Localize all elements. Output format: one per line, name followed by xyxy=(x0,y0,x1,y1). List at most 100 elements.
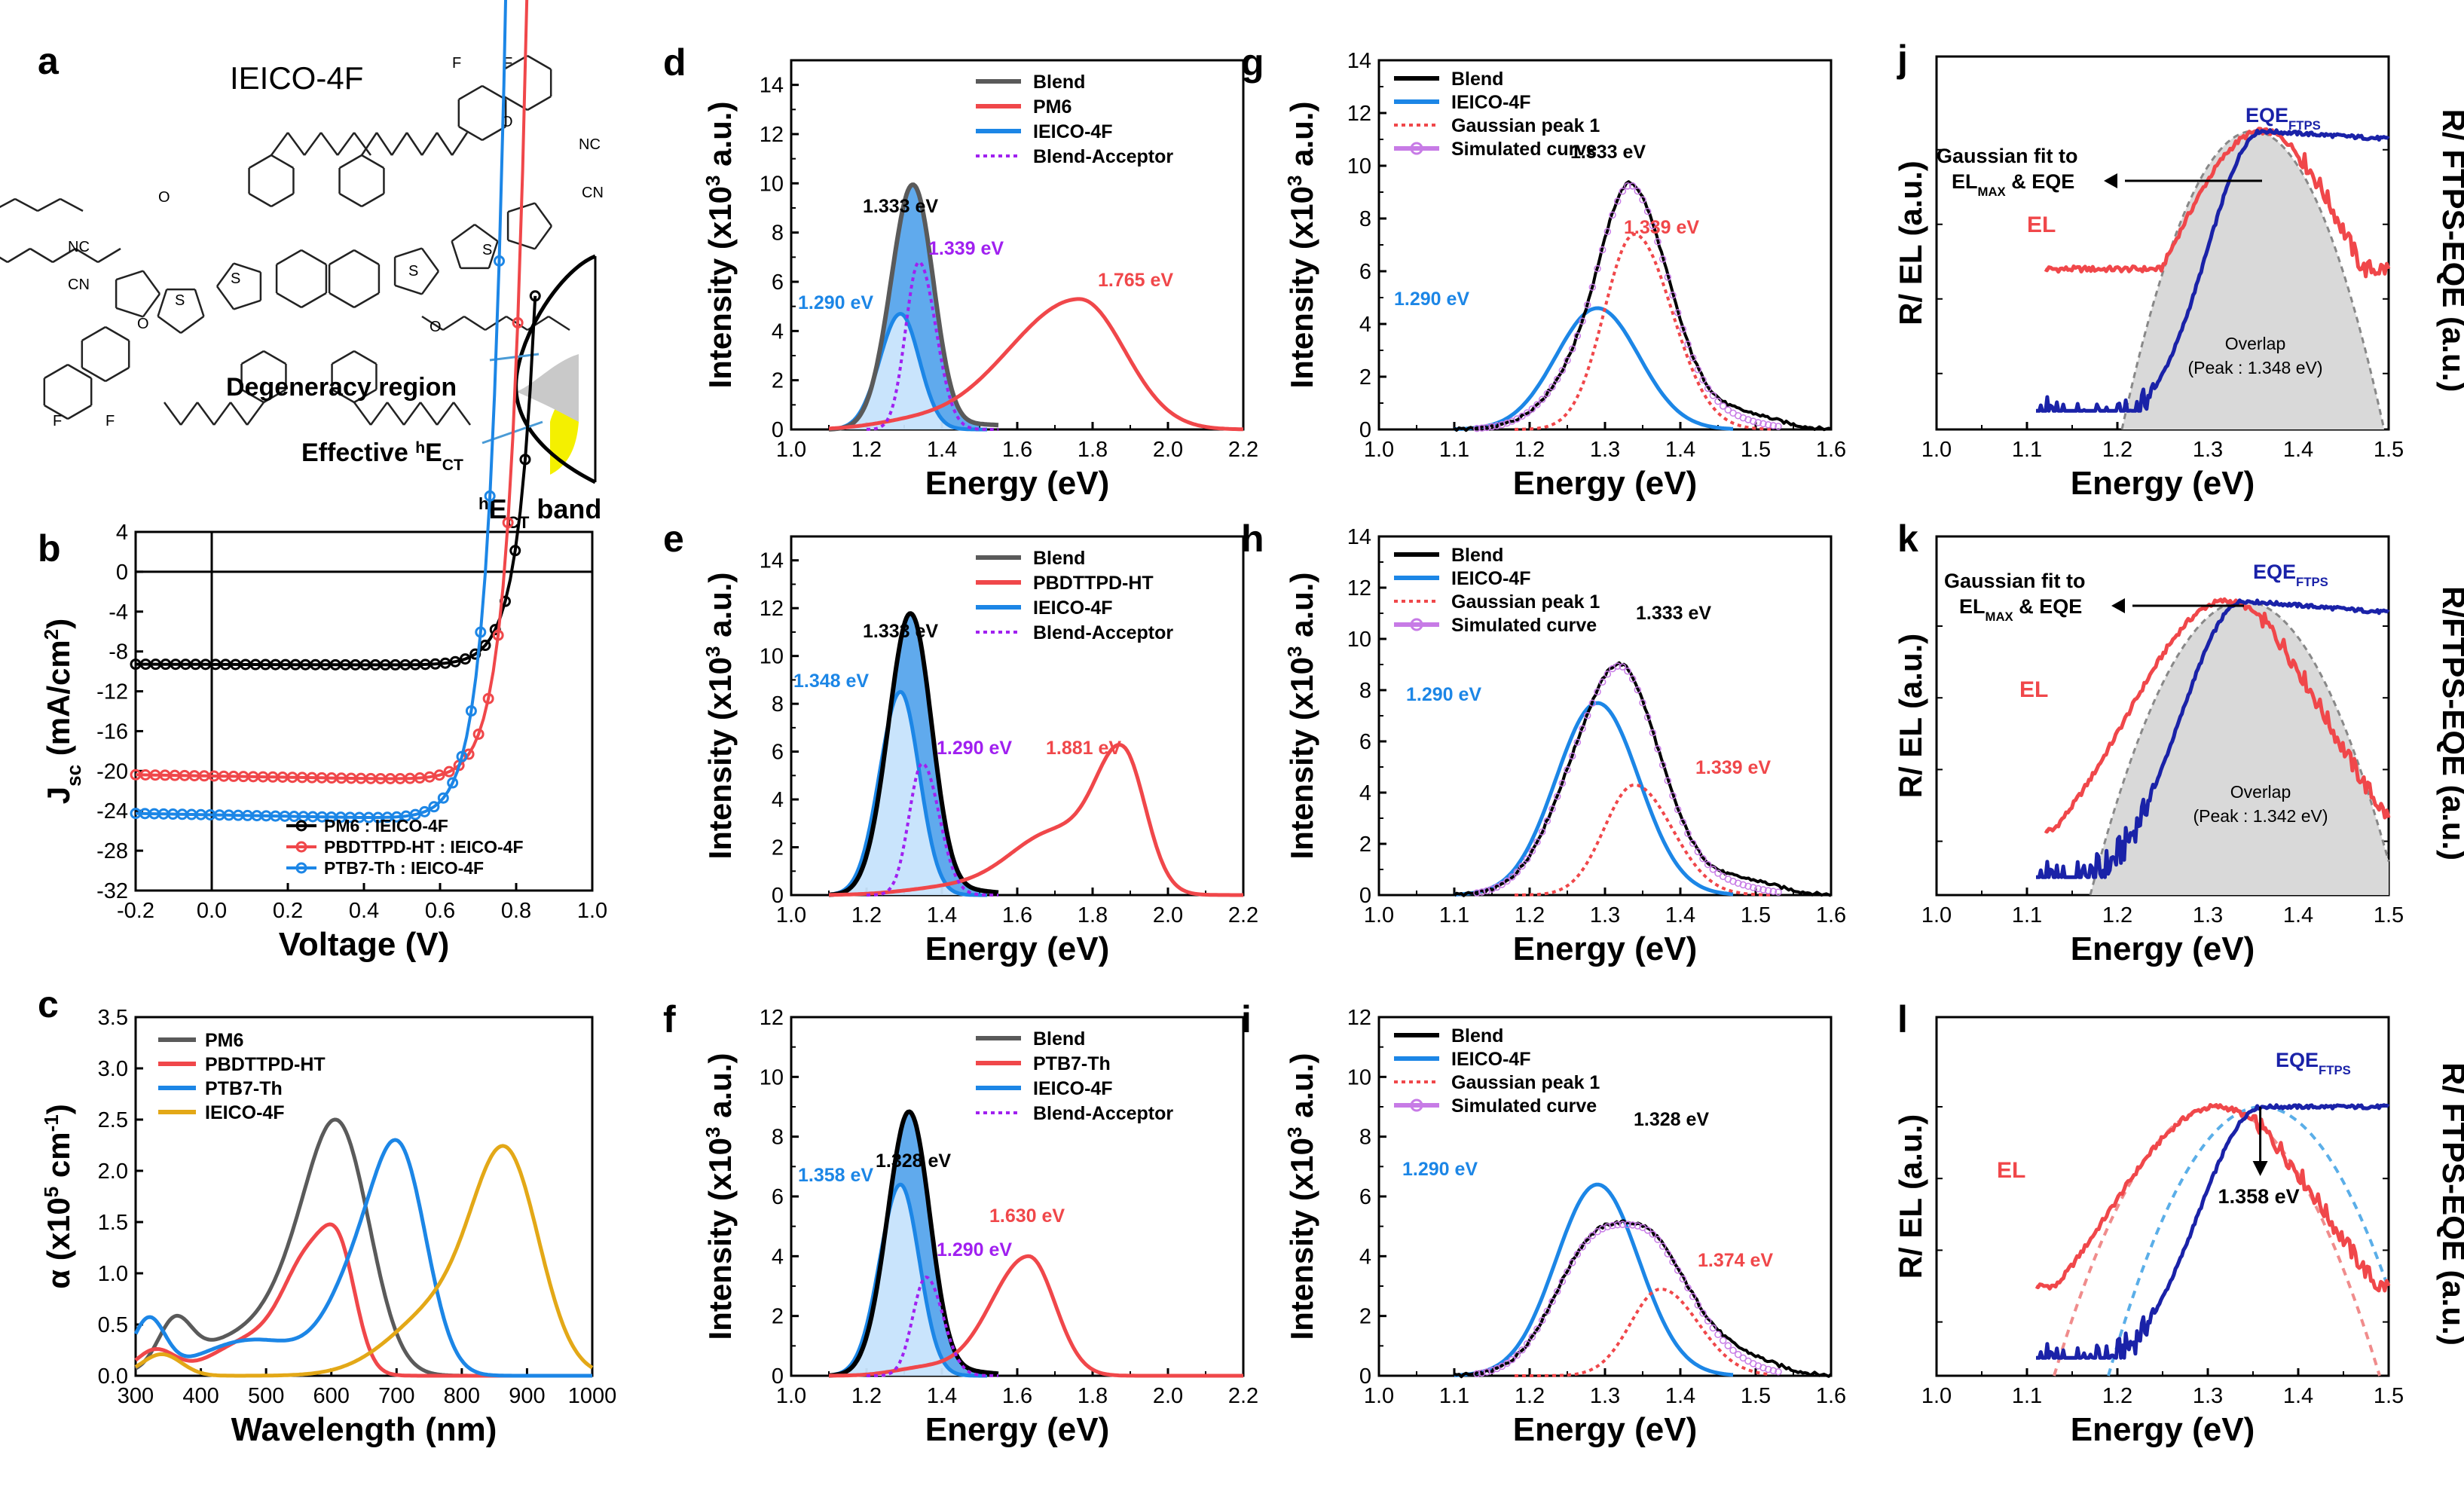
molecule-name: IEICO-4F xyxy=(230,60,363,96)
molecule-bond xyxy=(286,132,306,156)
simulated-marker xyxy=(1759,886,1767,894)
x-tick-label: 900 xyxy=(509,1384,545,1408)
simulated-marker xyxy=(1674,1267,1682,1274)
y-tick-label: 6 xyxy=(772,1185,784,1209)
x-tick-label: 2.0 xyxy=(1153,438,1183,462)
y-tick-label: 0 xyxy=(1359,884,1371,908)
x-tick-label: 0.0 xyxy=(197,899,227,923)
x-tick-label: 1.4 xyxy=(1665,1384,1695,1408)
molecule-bond xyxy=(157,315,182,335)
atom-label: CN xyxy=(582,185,604,201)
simulated-marker xyxy=(1609,211,1616,219)
simulated-marker xyxy=(1579,1243,1586,1251)
y-tick-label: 10 xyxy=(760,172,784,196)
molecule-bond xyxy=(458,125,483,142)
y-axis-label-right: R/FTPS-EQE (a.u.) xyxy=(2436,586,2464,860)
x-tick-label: 1.1 xyxy=(2012,1384,2042,1408)
molecule-bond xyxy=(14,197,38,212)
x-tick-label: 1.2 xyxy=(1515,438,1545,462)
atom-label: NC xyxy=(68,239,90,255)
y-tick-label: 0 xyxy=(1359,1364,1371,1389)
simulated-marker xyxy=(1523,1340,1531,1348)
molecule-bond xyxy=(360,132,378,156)
plot-frame-g xyxy=(1377,59,1833,431)
y-tick-label: 8 xyxy=(772,1126,784,1150)
simulated-marker xyxy=(1658,761,1667,769)
simulated-marker xyxy=(1664,273,1672,281)
peak-annotation: 1.630 eV xyxy=(989,1205,1065,1227)
molecule-bond xyxy=(7,247,31,264)
x-tick-label: 1.1 xyxy=(1439,903,1469,927)
simulated-marker xyxy=(1664,777,1672,784)
y-tick-label: 3.0 xyxy=(98,1057,128,1081)
simulated-marker xyxy=(1649,729,1657,737)
molecule-bond xyxy=(420,132,439,156)
molecule-bond xyxy=(394,284,423,295)
molecule-bond xyxy=(276,249,302,266)
el-label: EL xyxy=(1997,1158,2025,1183)
x-tick-label: 1.3 xyxy=(2193,438,2223,462)
molecule-bond xyxy=(338,192,362,208)
y-tick-label: -16 xyxy=(96,720,128,744)
legend-label: IEICO-4F xyxy=(1033,597,1113,619)
simulated-marker xyxy=(1573,1251,1582,1258)
atom-label: S xyxy=(408,263,418,280)
molecule-bond xyxy=(353,402,372,426)
atom-label: NC xyxy=(579,136,601,153)
simulated-marker xyxy=(1714,397,1722,405)
y-tick-label: 2 xyxy=(772,836,784,860)
y-tick-label: -12 xyxy=(96,680,128,704)
x-tick-label: 1.5 xyxy=(1741,438,1771,462)
x-tick-label: 1.0 xyxy=(1364,903,1394,927)
x-tick-label: 1.0 xyxy=(577,899,607,923)
legend-marker xyxy=(295,820,307,832)
molecule-bond xyxy=(75,247,99,264)
x-tick-label: 300 xyxy=(118,1384,154,1408)
jv-marker xyxy=(419,805,431,817)
molecule-bond xyxy=(319,132,339,156)
simulated-marker xyxy=(1548,1297,1556,1306)
simulated-marker xyxy=(1538,828,1546,836)
legend-label: Blend xyxy=(1033,72,1085,93)
peak-annotation: 1.290 eV xyxy=(937,1239,1012,1260)
y-tick-label: -4 xyxy=(109,600,128,625)
panel-letter-j: j xyxy=(1897,38,1908,80)
simulated-marker xyxy=(1669,292,1677,299)
molecule-bond xyxy=(246,402,265,426)
x-tick-label: 1.8 xyxy=(1078,1384,1108,1408)
molecule-bond xyxy=(0,197,16,209)
x-tick-label: 1.2 xyxy=(851,903,882,927)
y-tick-label: 0 xyxy=(1359,418,1371,442)
gaussian-fit-label: ELMAX & EQE xyxy=(1959,595,2082,624)
x-axis-label: Energy (eV) xyxy=(2071,1411,2255,1448)
y-axis-label: Intensity (x103 a.u.) xyxy=(1283,573,1319,860)
simulated-marker xyxy=(1684,830,1692,837)
x-tick-label: 1.5 xyxy=(1741,1384,1771,1408)
x-tick-label: 1.2 xyxy=(2102,438,2132,462)
x-tick-label: 1.4 xyxy=(1665,903,1695,927)
y-tick-label: 6 xyxy=(1359,730,1371,754)
x-tick-label: 1.6 xyxy=(1002,438,1032,462)
simulated-marker xyxy=(1478,888,1486,896)
polymer-line xyxy=(829,1254,1243,1378)
simulated-marker xyxy=(1588,1232,1597,1239)
panel-letter-b: b xyxy=(38,527,61,570)
x-tick-label: 1.2 xyxy=(2102,903,2132,927)
x-tick-label: 1.6 xyxy=(1816,438,1846,462)
simulated-marker xyxy=(1513,868,1521,876)
x-tick-label: 2.2 xyxy=(1228,1384,1258,1408)
y-tick-label: 14 xyxy=(760,549,784,573)
molecule-bond xyxy=(474,223,499,243)
simulated-marker xyxy=(1769,888,1778,895)
legend-label: IEICO-4F xyxy=(1451,1049,1531,1070)
y-tick-label: 0 xyxy=(116,561,128,585)
jv-marker xyxy=(459,653,471,665)
molecule-bond xyxy=(142,270,161,295)
molecule-bond xyxy=(60,197,84,212)
overlap-peak-label: (Peak : 1.342 eV) xyxy=(2193,806,2328,826)
simulated-marker xyxy=(1533,401,1541,408)
x-tick-label: 1.0 xyxy=(1921,1384,1952,1408)
gaussian-fit-label: Gaussian fit to xyxy=(1937,145,2078,167)
simulated-marker xyxy=(1473,889,1481,897)
peak-annotation: 1.290 eV xyxy=(1394,289,1469,310)
